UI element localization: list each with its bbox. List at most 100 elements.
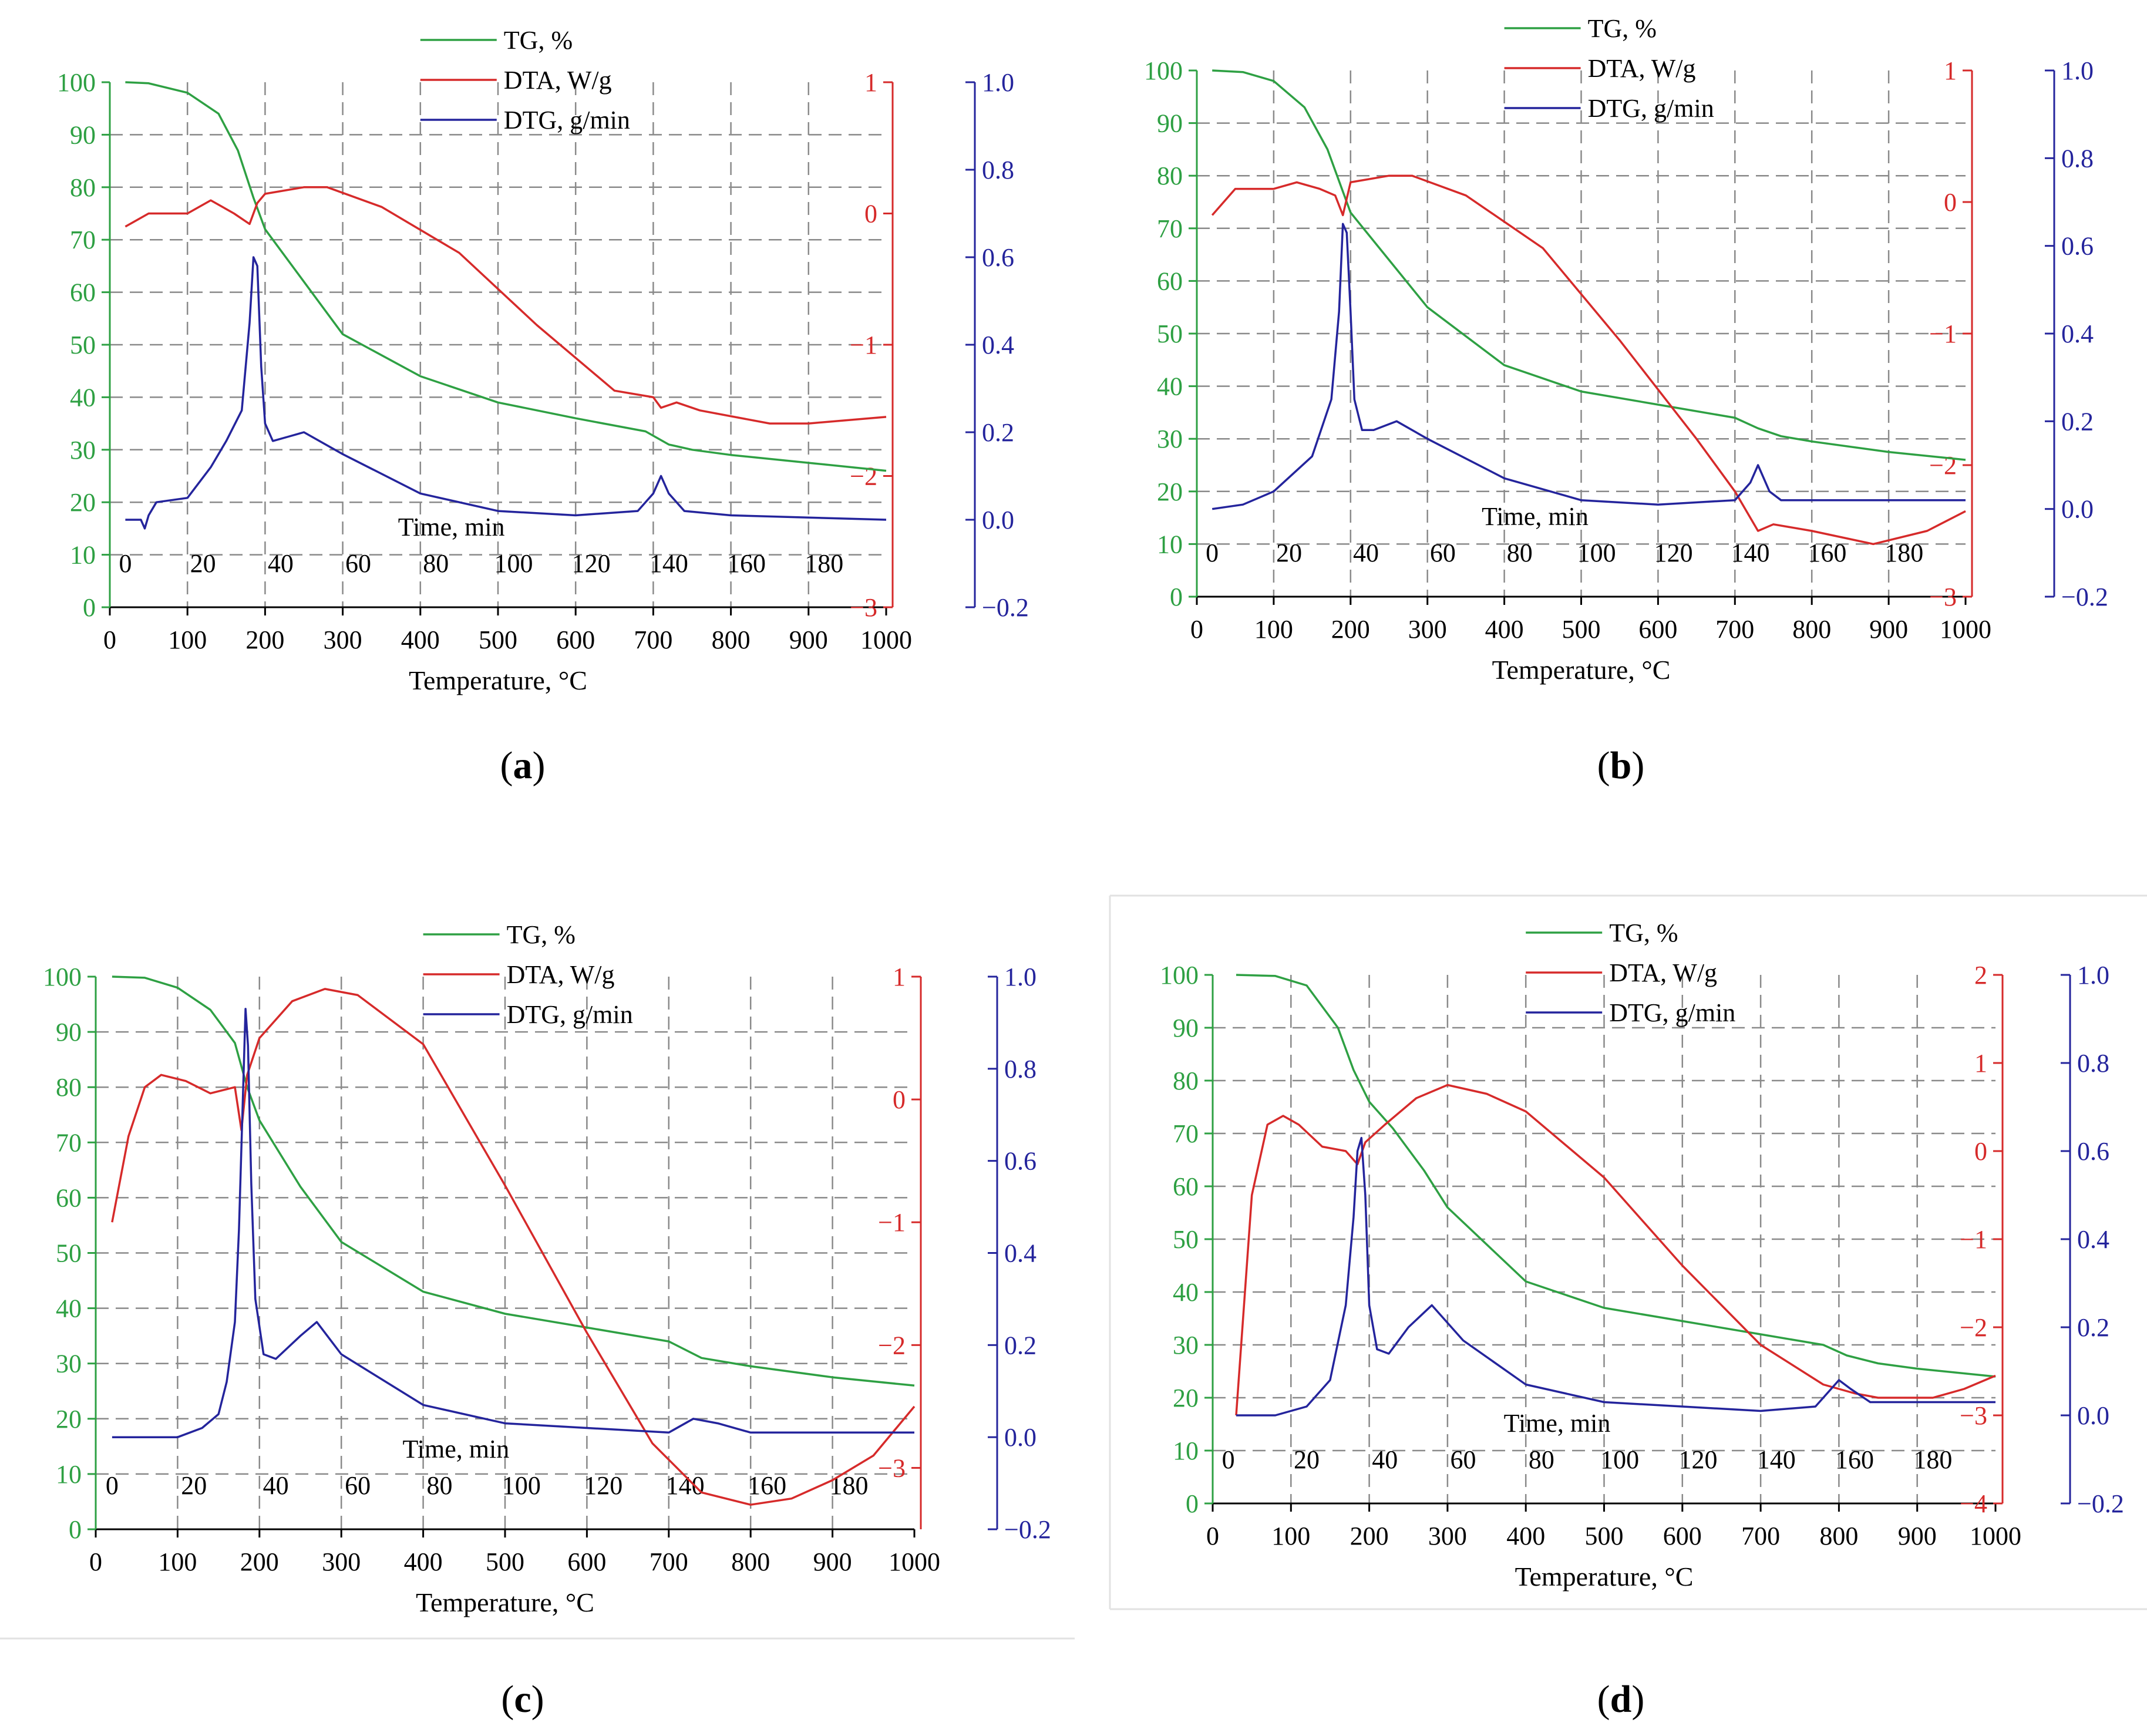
y-tg-tick-label: 50 [70, 331, 96, 359]
series-line-dta [111, 988, 916, 1506]
y-dtg-tick-label: −0.2 [1004, 1515, 1051, 1544]
time-tick-label: 0 [1222, 1445, 1235, 1474]
y-dta-tick-label: −1 [1929, 319, 1957, 348]
x-tick-label: 0 [1190, 615, 1203, 644]
y-dta-tick-label: 1 [1944, 56, 1957, 85]
y-dta-tick-label: −4 [1960, 1489, 1987, 1518]
y-dtg-tick-label: 0.6 [1004, 1147, 1037, 1176]
y-dta-tick-label: 0 [864, 200, 877, 228]
grid [96, 977, 914, 1529]
y-dtg-tick-label: 0.0 [982, 506, 1014, 534]
time-tick-label: 140 [1757, 1445, 1796, 1474]
y-dtg-tick-label: 0.0 [1004, 1423, 1037, 1452]
caption-paren-close: ) [1631, 1678, 1644, 1721]
y-dtg-tick-label: 0.6 [2061, 232, 2094, 261]
y-tg-tick-label: 70 [56, 1128, 82, 1157]
time-axis-title: Time, min [402, 1435, 509, 1464]
x-tick-label: 900 [813, 1547, 852, 1576]
x-tick-label: 200 [1350, 1522, 1389, 1550]
y-tg-tick-label: 60 [1173, 1172, 1199, 1201]
x-tick-label: 500 [486, 1547, 524, 1576]
y-tg-tick-label: 40 [1173, 1278, 1199, 1307]
time-tick-label: 160 [727, 549, 766, 578]
caption-paren-close: ) [531, 1678, 544, 1721]
y-tg-tick-label: 0 [83, 593, 96, 622]
caption-letter: c [514, 1678, 531, 1721]
series-line-tg [1236, 974, 1996, 1378]
x-tick-label: 1000 [889, 1547, 940, 1576]
x-tick-label: 400 [1485, 615, 1524, 644]
time-tick-label: 20 [1276, 539, 1302, 567]
y-tg-tick-label: 80 [70, 173, 96, 202]
time-tick-label: 180 [829, 1471, 868, 1500]
y-dtg-tick-label: 1.0 [2061, 56, 2094, 85]
time-tick-label: 120 [1678, 1445, 1717, 1474]
series-line-dta [124, 186, 887, 425]
y-dta-tick-label: 0 [1974, 1137, 1987, 1166]
x-axis-title: Temperature, °C [416, 1587, 594, 1617]
time-tick-label: 60 [1430, 539, 1456, 567]
x-tick-label: 400 [1506, 1522, 1545, 1550]
x-tick-label: 800 [712, 625, 751, 654]
y-dtg-tick-label: 1.0 [1004, 963, 1037, 991]
series-line-dtg [1236, 1136, 1995, 1417]
panel-c: 0 100 200 300 400 500 600 700 800 900 1000Temperat… [43, 920, 1051, 1721]
time-tick-label: 60 [1451, 1445, 1476, 1474]
x-tick-label: 500 [1562, 615, 1601, 644]
caption-paren-open: ( [1597, 744, 1610, 787]
y-tg-tick-label: 50 [56, 1239, 82, 1268]
y-tg-tick-label: 90 [1173, 1014, 1199, 1042]
x-tick-label: 100 [158, 1547, 197, 1576]
x-tick-label: 200 [240, 1547, 279, 1576]
caption-letter: a [513, 744, 533, 787]
x-tick-label: 300 [1428, 1522, 1467, 1550]
time-tick-label: 180 [805, 549, 843, 578]
legend-label-dta: DTA, W/g [1588, 54, 1696, 83]
time-tick-label: 120 [584, 1471, 622, 1500]
y-dtg-tick-label: 0.2 [2077, 1313, 2109, 1342]
y-tg-tick-label: 0 [1170, 583, 1183, 611]
time-axis-title: Time, min [1504, 1409, 1611, 1438]
y-dta-tick-label: −3 [1929, 583, 1957, 611]
time-tick-label: 120 [572, 549, 611, 578]
time-tick-label: 180 [1913, 1445, 1952, 1474]
x-tick-label: 0 [1206, 1522, 1219, 1550]
x-tick-label: 600 [1663, 1522, 1702, 1550]
time-tick-label: 180 [1884, 539, 1923, 567]
y-dtg-tick-label: 1.0 [2077, 961, 2109, 990]
x-tick-label: 500 [479, 625, 517, 654]
x-tick-label: 500 [1585, 1522, 1624, 1550]
y-tg-tick-label: 60 [56, 1183, 82, 1212]
y-dtg-tick-label: 1.0 [982, 68, 1014, 97]
y-tg-tick-label: 30 [56, 1350, 82, 1378]
caption-paren-open: ( [1597, 1678, 1610, 1721]
panel-caption: (c) [501, 1678, 544, 1721]
y-dtg-tick-label: 0.8 [2077, 1049, 2109, 1078]
x-tick-label: 700 [650, 1547, 688, 1576]
y-dta-tick-label: −3 [850, 593, 877, 622]
y-dta-tick-label: −3 [1960, 1401, 1987, 1430]
x-tick-label: 1000 [860, 625, 912, 654]
series-line-tg [112, 975, 915, 1387]
y-dtg-tick-label: 0.8 [982, 156, 1014, 184]
y-tg-tick-label: 0 [1186, 1489, 1199, 1518]
y-tg-tick-label: 10 [70, 541, 96, 570]
x-tick-label: 700 [1715, 615, 1754, 644]
time-tick-label: 140 [1731, 539, 1769, 567]
x-tick-label: 700 [1741, 1522, 1780, 1550]
y-tg-tick-label: 30 [70, 436, 96, 465]
series-line-dta [1211, 174, 1966, 546]
y-tg-tick-label: 20 [56, 1405, 82, 1434]
y-tg-tick-label: 100 [43, 963, 82, 991]
y-tg-tick-label: 10 [1173, 1436, 1199, 1465]
x-tick-label: 100 [1271, 1522, 1310, 1550]
y-tg-tick-label: 50 [1157, 319, 1183, 348]
time-tick-label: 40 [1372, 1445, 1398, 1474]
time-axis-title: Time, min [1482, 502, 1589, 531]
x-tick-label: 300 [322, 1547, 361, 1576]
time-tick-label: 80 [426, 1471, 452, 1500]
legend-label-tg: TG, % [507, 920, 576, 949]
x-tick-label: 300 [324, 625, 362, 654]
legend-label-dtg: DTG, g/min [504, 106, 630, 134]
x-tick-label: 900 [1898, 1522, 1937, 1550]
